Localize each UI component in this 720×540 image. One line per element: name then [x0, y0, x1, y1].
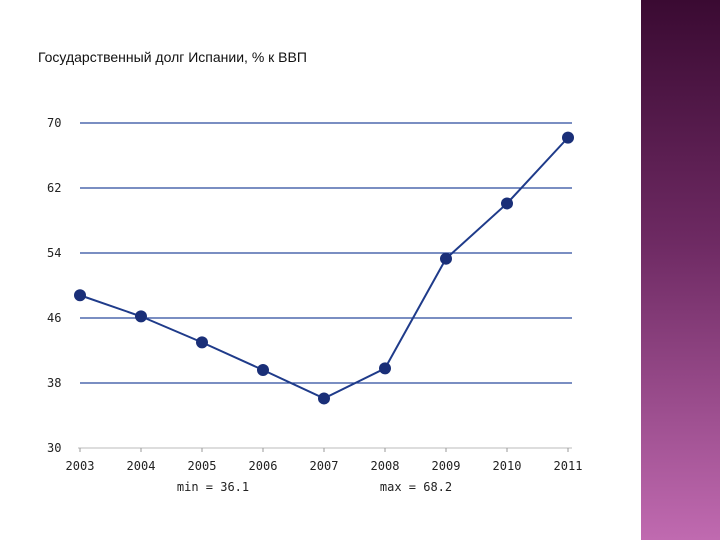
y-tick-label: 70 — [47, 116, 61, 130]
y-tick-label: 54 — [47, 246, 61, 260]
x-tick-label: 2008 — [371, 459, 400, 473]
data-point — [257, 364, 269, 376]
x-tick-label: 2006 — [249, 459, 278, 473]
x-tick-label: 2009 — [432, 459, 461, 473]
x-tick-label: 2005 — [188, 459, 217, 473]
x-tick-label: 2004 — [127, 459, 156, 473]
data-markers — [74, 131, 574, 405]
data-point — [135, 310, 147, 323]
data-point — [318, 392, 330, 405]
series-line — [79, 136, 569, 400]
data-point — [501, 197, 513, 210]
slide-title: Государственный долг Испании, % к ВВП — [38, 49, 307, 65]
x-tick-label: 2007 — [310, 459, 339, 473]
decorative-sidebar — [641, 0, 720, 540]
x-tick-label: 2011 — [554, 459, 583, 473]
x-tick-labels: 2003 2004 2005 2006 2007 2008 2009 2010 2011 — [66, 459, 583, 473]
data-point — [379, 362, 391, 375]
x-tick-label: 2003 — [66, 459, 95, 473]
data-point — [440, 252, 452, 265]
data-point — [74, 289, 86, 302]
series — [79, 136, 569, 400]
min-annotation: min = 36.1 — [177, 480, 249, 494]
y-tick-labels: 30 38 46 54 62 70 — [47, 116, 61, 455]
y-tick-label: 30 — [47, 441, 61, 455]
y-tick-label: 62 — [47, 181, 61, 195]
axes — [78, 447, 572, 452]
y-tick-label: 38 — [47, 376, 61, 390]
x-tick-label: 2010 — [493, 459, 522, 473]
grid-lines — [80, 122, 572, 384]
data-point — [196, 336, 208, 349]
sidebar-edge — [637, 0, 641, 540]
data-point — [562, 131, 574, 144]
max-annotation: max = 68.2 — [380, 480, 452, 494]
y-tick-label: 46 — [47, 311, 61, 325]
